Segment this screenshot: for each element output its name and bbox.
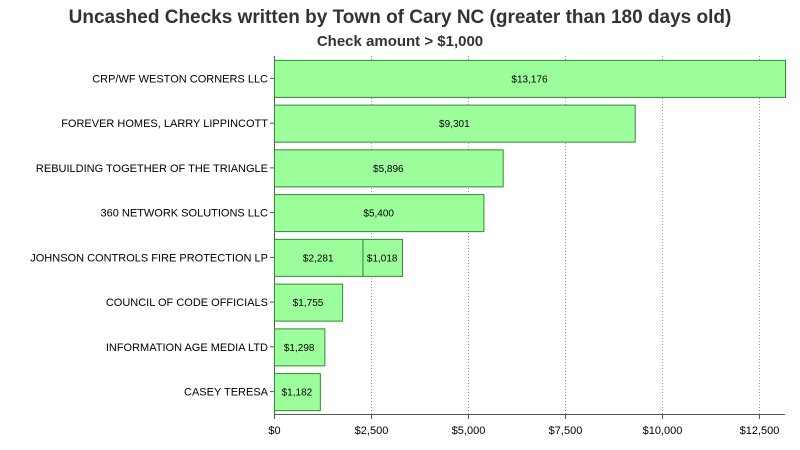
data-label: $13,176 (511, 74, 548, 85)
data-label: $5,896 (373, 164, 404, 175)
bar-segment (274, 104, 636, 143)
bar-segment (274, 283, 344, 322)
chart-title: Uncashed Checks written by Town of Cary … (68, 7, 732, 28)
bar-segment (274, 194, 485, 233)
category-label: CRP/WF WESTON CORNERS LLC (92, 73, 268, 85)
x-tick-label: $0 (268, 425, 280, 437)
x-tick-label: $10,000 (643, 425, 683, 437)
x-tick-label: $12,500 (740, 425, 780, 437)
category-label: COUNCIL OF CODE OFFICIALS (106, 297, 268, 309)
chart-subtitle: Check amount > $1,000 (316, 33, 484, 50)
category-label: CASEY TERESA (184, 387, 269, 399)
data-label: $1,182 (282, 388, 313, 399)
category-label: FOREVER HOMES, LARRY LIPPINCOTT (61, 118, 268, 130)
bar-segment (274, 59, 786, 98)
category-label: JOHNSON CONTROLS FIRE PROTECTION LP (30, 252, 268, 264)
category-label: INFORMATION AGE MEDIA LTD (106, 342, 268, 354)
data-label: $1,018 (367, 253, 398, 264)
bar-segment (362, 238, 403, 277)
x-tick-label: $5,000 (452, 425, 486, 437)
x-tick-label: $2,500 (355, 425, 389, 437)
data-label: $1,298 (284, 343, 315, 354)
bar-segment (274, 373, 321, 412)
bar-segment (274, 149, 504, 188)
category-label: 360 NETWORK SOLUTIONS LLC (101, 208, 269, 220)
data-label: $5,400 (363, 209, 394, 220)
bar-segment (274, 238, 364, 277)
data-label: $1,755 (293, 298, 324, 309)
data-label: $9,301 (439, 119, 470, 130)
x-tick-label: $7,500 (549, 425, 583, 437)
data-label: $2,281 (303, 253, 334, 264)
bar-segment (274, 328, 326, 367)
category-label: REBUILDING TOGETHER OF THE TRIANGLE (36, 163, 268, 175)
